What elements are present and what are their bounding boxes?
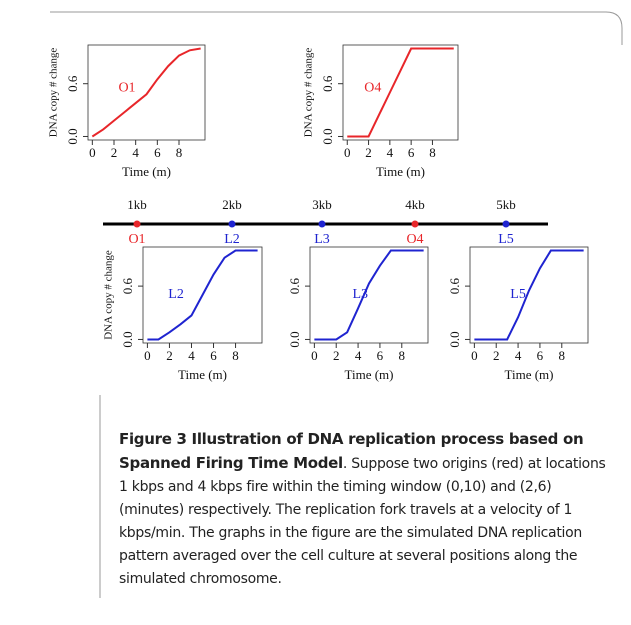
x-tick-label: 2: [333, 348, 340, 363]
x-tick-label: 4: [387, 145, 394, 160]
y-tick-label: 0.0: [65, 128, 80, 144]
y-axis-label: DNA copy # change: [48, 48, 60, 138]
caption: Figure 3 Illustration of DNA replication…: [119, 428, 609, 591]
curve-label: L3: [352, 287, 368, 302]
y-tick-label: 0.0: [447, 331, 462, 347]
site-name: L3: [314, 232, 330, 247]
x-tick-label: 2: [111, 145, 118, 160]
site-name: L5: [498, 232, 514, 247]
x-tick-label: 0: [311, 348, 318, 363]
plot-frame: [87, 44, 206, 141]
y-tick-label: 0.6: [320, 75, 335, 92]
site-dot: [133, 220, 141, 228]
x-axis-label: Time (m): [122, 164, 171, 179]
x-tick-label: 6: [537, 348, 544, 363]
x-axis-label: Time (m): [505, 367, 554, 382]
x-tick-label: 8: [399, 348, 406, 363]
x-tick-label: 6: [408, 145, 415, 160]
x-tick-label: 8: [429, 145, 436, 160]
plot-frame: [469, 246, 589, 344]
site-name: O4: [406, 232, 423, 247]
x-axis-label: Time (m): [376, 164, 425, 179]
x-axis-label: Time (m): [345, 367, 394, 382]
site-dot: [411, 220, 419, 228]
site-position: 1kb: [127, 197, 147, 212]
x-tick-label: 8: [232, 348, 239, 363]
site-dot: [502, 220, 510, 228]
x-tick-label: 0: [471, 348, 478, 363]
x-tick-label: 0: [344, 145, 351, 160]
site-position: 5kb: [496, 197, 516, 212]
y-tick-label: 0.6: [120, 277, 135, 294]
site-name: L2: [224, 232, 240, 247]
y-axis-label: DNA copy # change: [303, 48, 315, 138]
caption-title: Figure 3 Illustration of DNA replication…: [119, 430, 584, 472]
x-tick-label: 4: [132, 145, 139, 160]
plot-frame: [142, 246, 263, 344]
x-tick-label: 2: [166, 348, 173, 363]
y-tick-label: 0.0: [120, 331, 135, 347]
curve: [347, 47, 454, 138]
x-tick-label: 6: [210, 348, 217, 363]
x-tick-label: 0: [144, 348, 151, 363]
x-tick-label: 4: [355, 348, 362, 363]
x-tick-label: 8: [559, 348, 566, 363]
x-tick-label: 4: [188, 348, 195, 363]
frame: [50, 11, 623, 45]
site-position: 4kb: [405, 197, 425, 212]
plot-frame: [309, 246, 429, 344]
y-tick-label: 0.0: [320, 128, 335, 144]
curve: [314, 249, 424, 341]
curve: [91, 47, 201, 138]
curve-label: L2: [168, 287, 184, 302]
curve-label: L5: [510, 287, 526, 302]
x-tick-label: 8: [176, 145, 183, 160]
curve-label: O4: [364, 80, 381, 95]
caption-text: . Suppose two origins (red) at locations…: [119, 456, 606, 587]
y-tick-label: 0.6: [287, 277, 302, 294]
site-name: O1: [128, 232, 145, 247]
site-position: 3kb: [312, 197, 332, 212]
x-tick-label: 4: [515, 348, 522, 363]
y-tick-label: 0.6: [447, 277, 462, 294]
site-dot: [228, 220, 236, 228]
site-position: 2kb: [222, 197, 242, 212]
curve-label: O1: [118, 80, 135, 95]
site-dot: [318, 220, 326, 228]
curve: [474, 249, 584, 341]
x-tick-label: 2: [493, 348, 500, 363]
y-tick-label: 0.0: [287, 331, 302, 347]
y-tick-label: 0.6: [65, 75, 80, 92]
y-axis-label: DNA copy # change: [103, 250, 115, 340]
x-tick-label: 6: [154, 145, 161, 160]
x-tick-label: 2: [365, 145, 372, 160]
x-tick-label: 0: [89, 145, 96, 160]
curve: [147, 249, 258, 341]
plot-frame: [342, 44, 459, 141]
x-tick-label: 6: [377, 348, 384, 363]
x-axis-label: Time (m): [178, 367, 227, 382]
